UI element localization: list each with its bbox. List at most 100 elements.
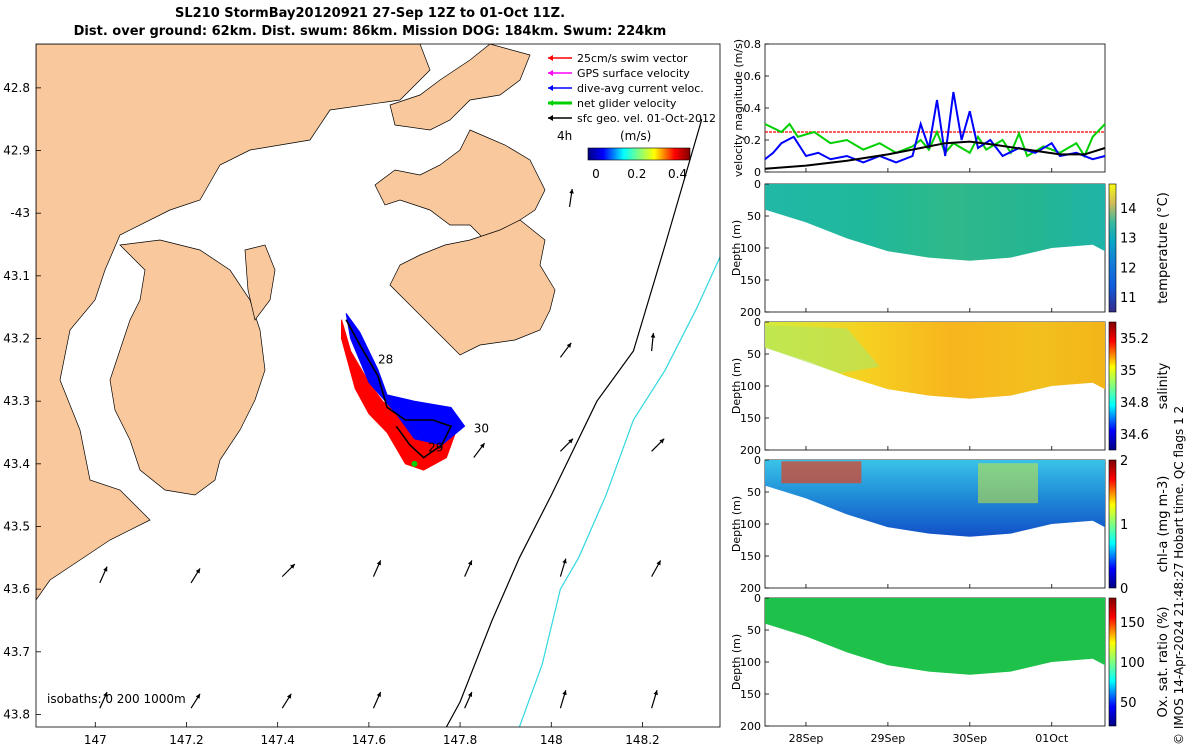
sfc-velocity-arrowhead	[195, 693, 201, 699]
depth-axis-label: Depth (m)	[730, 220, 743, 276]
sfc-velocity-arrowhead	[290, 564, 295, 569]
colorbar-tick-label: 0	[592, 167, 600, 181]
sfc-velocity-arrowhead	[103, 566, 108, 572]
sfc-velocity-arrowhead	[656, 560, 661, 566]
depth-tick-label: 100	[740, 518, 761, 531]
legend-label: dive-avg current veloc.	[577, 82, 704, 95]
isobath-label: isobaths: 0 200 1000m	[47, 692, 186, 706]
legend-label: GPS surface velocity	[577, 67, 690, 80]
colorbar-tick-label: 0	[1120, 582, 1128, 597]
day-label: 30	[474, 421, 489, 435]
legend-arrowhead	[548, 100, 553, 106]
colorbar-label: temperature (°C)	[1156, 192, 1171, 304]
map-x-tick-label: 148.2	[625, 733, 659, 747]
colorbar-tick-label: 150	[1120, 616, 1145, 631]
sfc-velocity-arrowhead	[566, 342, 572, 348]
map-y-tick-label: 42.8	[3, 81, 30, 95]
isobath-1000m-line	[518, 256, 720, 727]
colorbar-tick-label: 35.2	[1120, 332, 1149, 347]
net-velocity-marker	[411, 460, 418, 467]
sfc-velocity-arrowhead	[195, 568, 201, 574]
colorbar-tick-label: 0.2	[627, 167, 646, 181]
section-data-fill	[765, 598, 1105, 675]
colorbar-title: (m/s)	[620, 129, 651, 143]
legend-note: 4h	[557, 129, 572, 143]
legend-arrowhead	[548, 70, 553, 76]
legend-arrowhead	[548, 55, 553, 61]
time-tick-label: 29Sep	[871, 732, 906, 745]
sfc-velocity-arrowhead	[562, 558, 567, 564]
legend-label: net glider velocity	[577, 97, 677, 110]
depth-tick-label: 100	[740, 380, 761, 393]
map-x-tick-label: 147.2	[169, 733, 203, 747]
section-colorbar	[1108, 459, 1117, 589]
colorbar-label: Ox. sat. ratio (%)	[1156, 607, 1171, 718]
sfc-velocity-arrowhead	[480, 443, 485, 449]
map-y-tick-label: -43	[10, 206, 30, 220]
legend-arrowhead	[548, 85, 553, 91]
colorbar-tick-label: 13	[1120, 232, 1137, 247]
colorbar-tick-label: 0.4	[668, 167, 687, 181]
colorbar-tick-label: 11	[1120, 291, 1137, 306]
chl-surface-bloom	[781, 461, 862, 484]
sfc-velocity-arrowhead	[653, 690, 658, 696]
map-y-tick-label: 43.5	[3, 519, 30, 533]
land-mass-1	[389, 44, 531, 131]
depth-tick-label: 150	[740, 550, 761, 563]
section-colorbar	[1108, 597, 1117, 727]
legend-arrowhead	[548, 115, 553, 121]
land-mass-2	[374, 129, 546, 241]
depth-tick-label: 0	[754, 454, 761, 467]
sfc-velocity-arrowhead	[286, 693, 292, 699]
land-mass-4	[109, 239, 266, 496]
map-y-tick-label: 43.7	[3, 645, 30, 659]
depth-tick-label: 50	[747, 486, 761, 499]
chart-title: SL210 StormBay20120921 27-Sep 12Z to 01-…	[174, 6, 566, 21]
time-tick-label: 28Sep	[789, 732, 824, 745]
velocity-colorbar	[587, 147, 691, 161]
salinity-fresh-patch	[765, 325, 880, 374]
depth-tick-label: 100	[740, 656, 761, 669]
sfc-velocity-arrowhead	[467, 692, 473, 697]
sfc-velocity-arrowhead	[376, 560, 381, 566]
sfc-velocity-arrowhead	[376, 692, 381, 697]
day-label: 28	[378, 353, 393, 367]
map-x-tick-label: 148	[540, 733, 563, 747]
map-x-tick-label: 147	[84, 733, 107, 747]
colorbar-tick-label: 100	[1120, 656, 1145, 671]
colorbar-tick-label: 35	[1120, 364, 1137, 379]
map-y-tick-label: 42.9	[3, 144, 30, 158]
colorbar-tick-label: 1	[1120, 518, 1128, 533]
depth-tick-label: 50	[747, 624, 761, 637]
time-tick-label: 01Oct	[1035, 732, 1069, 745]
colorbar-tick-label: 2	[1120, 454, 1128, 469]
velocity-y-tick-label: 0.8	[744, 38, 762, 51]
depth-axis-label: Depth (m)	[730, 496, 743, 552]
colorbar-tick-label: 14	[1120, 202, 1137, 217]
velocity-series-line	[764, 91, 1106, 164]
colorbar-label: salinity	[1156, 362, 1171, 409]
depth-axis-label: Depth (m)	[730, 358, 743, 414]
depth-tick-label: 0	[754, 178, 761, 191]
section-data-fill	[765, 184, 1105, 261]
map-y-tick-label: 43.4	[3, 457, 30, 471]
colorbar-label: chl-a (mg m-3)	[1156, 476, 1171, 573]
map-x-tick-label: 147.6	[352, 733, 386, 747]
sfc-velocity-arrowhead	[103, 692, 108, 697]
velocity-y-tick-label: 0.4	[744, 102, 762, 115]
colorbar-tick-label: 34.6	[1120, 428, 1149, 443]
depth-axis-label: Depth (m)	[730, 634, 743, 690]
section-colorbar	[1108, 321, 1117, 451]
colorbar-tick-label: 50	[1120, 696, 1137, 711]
legend-label: 25cm/s swim vector	[577, 52, 688, 65]
land-mass-5	[244, 244, 276, 321]
chl-mid-patch	[978, 463, 1039, 504]
track-line	[345, 319, 453, 459]
sfc-velocity-arrowhead	[568, 438, 573, 444]
velocity-y-tick-label: 0	[754, 166, 761, 179]
map-axes-box	[35, 43, 721, 728]
isobath-200m-line	[445, 119, 703, 727]
sfc-velocity-arrowhead	[650, 333, 656, 338]
map-y-tick-label: 43.1	[3, 269, 30, 283]
depth-tick-label: 200	[740, 306, 761, 319]
